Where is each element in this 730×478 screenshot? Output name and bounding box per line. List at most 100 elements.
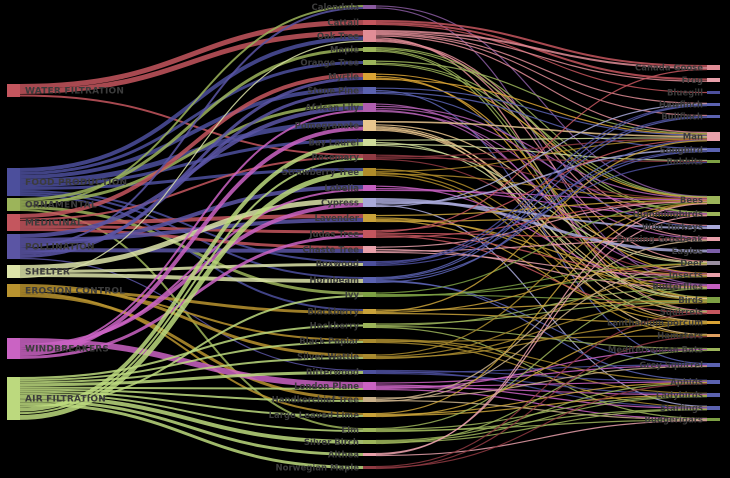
- sankey-link[interactable]: [19, 48, 364, 201]
- sankey-link[interactable]: [375, 5, 708, 197]
- sankey-node-orange-tree[interactable]: [363, 60, 376, 65]
- sankey-node-wild-turkeys[interactable]: [707, 225, 720, 229]
- sankey-link[interactable]: [375, 30, 708, 69]
- sankey-link[interactable]: [19, 142, 364, 412]
- sankey-link[interactable]: [375, 158, 708, 275]
- sankey-link[interactable]: [19, 7, 364, 248]
- sankey-node-evening-grosbeak[interactable]: [707, 237, 720, 241]
- sankey-link[interactable]: [375, 313, 708, 468]
- sankey-link[interactable]: [375, 339, 708, 394]
- sankey-node-ornamental[interactable]: [7, 198, 20, 211]
- sankey-link[interactable]: [375, 201, 708, 294]
- sankey-link[interactable]: [375, 124, 708, 263]
- sankey-node-squirrels[interactable]: [707, 310, 720, 314]
- sankey-link[interactable]: [19, 20, 364, 89]
- sankey-link[interactable]: [375, 288, 708, 430]
- sankey-link[interactable]: [375, 35, 708, 134]
- sankey-link[interactable]: [375, 161, 708, 266]
- sankey-node-stone-pine[interactable]: [363, 87, 376, 94]
- sankey-link[interactable]: [19, 73, 364, 218]
- sankey-node-shelter[interactable]: [7, 265, 20, 278]
- sankey-link[interactable]: [375, 202, 708, 415]
- sankey-node-butterflies[interactable]: [707, 284, 720, 289]
- sankey-link[interactable]: [375, 199, 708, 217]
- sankey-link[interactable]: [375, 144, 708, 264]
- sankey-node-chaste-tree[interactable]: [363, 246, 376, 253]
- sankey-link[interactable]: [375, 110, 708, 239]
- sankey-node-silver-wattle[interactable]: [363, 354, 376, 359]
- sankey-link[interactable]: [375, 234, 708, 276]
- sankey-link[interactable]: [19, 91, 364, 255]
- sankey-link[interactable]: [375, 388, 708, 420]
- sankey-link[interactable]: [375, 104, 708, 264]
- sankey-link[interactable]: [375, 201, 708, 248]
- sankey-node-silver-birch[interactable]: [363, 440, 376, 444]
- sankey-node-deer[interactable]: [707, 261, 720, 265]
- sankey-link[interactable]: [19, 341, 364, 382]
- sankey-node-man[interactable]: [707, 132, 720, 141]
- sankey-link[interactable]: [375, 89, 708, 365]
- sankey-link[interactable]: [375, 394, 708, 417]
- sankey-link[interactable]: [19, 284, 364, 357]
- sankey-link[interactable]: [375, 189, 708, 201]
- sankey-link[interactable]: [375, 381, 708, 416]
- sankey-link[interactable]: [19, 263, 364, 273]
- sankey-link[interactable]: [375, 276, 708, 358]
- sankey-node-aphids[interactable]: [707, 380, 720, 384]
- sankey-node-elm[interactable]: [363, 428, 376, 432]
- sankey-node-mediterranean-bats[interactable]: [707, 348, 720, 351]
- sankey-node-pollination[interactable]: [7, 234, 20, 259]
- sankey-link[interactable]: [19, 248, 364, 253]
- sankey-link[interactable]: [19, 386, 364, 390]
- sankey-node-handkerchief-tree[interactable]: [363, 397, 376, 402]
- sankey-node-bullfinch[interactable]: [707, 115, 720, 118]
- sankey-link[interactable]: [375, 73, 708, 199]
- sankey-node-insects[interactable]: [707, 273, 720, 277]
- sankey-node-canada-goose[interactable]: [707, 65, 720, 70]
- sankey-node-norwegian-maple[interactable]: [363, 466, 376, 469]
- sankey-node-food-production[interactable]: [7, 168, 20, 196]
- sankey-link[interactable]: [375, 202, 708, 356]
- sankey-link[interactable]: [375, 420, 708, 457]
- sankey-node-calendula[interactable]: [363, 5, 376, 9]
- sankey-node-rosemary[interactable]: [363, 154, 376, 160]
- sankey-node-hackberry[interactable]: [363, 323, 376, 328]
- sankey-link[interactable]: [19, 214, 364, 225]
- sankey-node-maple[interactable]: [363, 47, 376, 52]
- sankey-link[interactable]: [19, 198, 364, 270]
- sankey-link[interactable]: [375, 336, 708, 470]
- sankey-link[interactable]: [19, 292, 364, 415]
- sankey-link[interactable]: [375, 383, 708, 469]
- sankey-node-london-plane[interactable]: [363, 382, 376, 390]
- sankey-node-large-leaved-lime[interactable]: [363, 413, 376, 417]
- sankey-node-lanthanium-porcum[interactable]: [707, 321, 720, 324]
- sankey-link[interactable]: [375, 138, 708, 158]
- sankey-node-african-lily[interactable]: [363, 103, 376, 112]
- sankey-link[interactable]: [19, 5, 364, 206]
- sankey-node-hummingbirds[interactable]: [707, 212, 720, 216]
- sankey-link[interactable]: [375, 240, 708, 401]
- sankey-link[interactable]: [375, 20, 708, 67]
- sankey-link[interactable]: [375, 348, 708, 390]
- sankey-node-black-poplar[interactable]: [363, 339, 376, 343]
- sankey-link[interactable]: [19, 77, 364, 258]
- sankey-link[interactable]: [375, 386, 708, 396]
- sankey-link[interactable]: [19, 87, 364, 179]
- sankey-link[interactable]: [375, 200, 708, 238]
- sankey-node-althea[interactable]: [363, 453, 376, 456]
- sankey-link[interactable]: [19, 158, 364, 415]
- sankey-node-grey-squirrel[interactable]: [707, 363, 720, 367]
- sankey-link[interactable]: [19, 357, 364, 384]
- sankey-link[interactable]: [375, 325, 708, 350]
- sankey-link[interactable]: [375, 47, 708, 198]
- sankey-link[interactable]: [375, 23, 708, 94]
- sankey-link[interactable]: [375, 280, 708, 365]
- sankey-link[interactable]: [375, 105, 708, 279]
- sankey-node-bitterwood[interactable]: [363, 370, 376, 374]
- sankey-link[interactable]: [375, 349, 708, 445]
- sankey-node-ladybirds[interactable]: [707, 393, 720, 397]
- sankey-node-erosion-control[interactable]: [7, 284, 20, 297]
- sankey-node-rabbits[interactable]: [707, 160, 720, 163]
- sankey-link[interactable]: [375, 395, 708, 431]
- sankey-link[interactable]: [375, 301, 708, 325]
